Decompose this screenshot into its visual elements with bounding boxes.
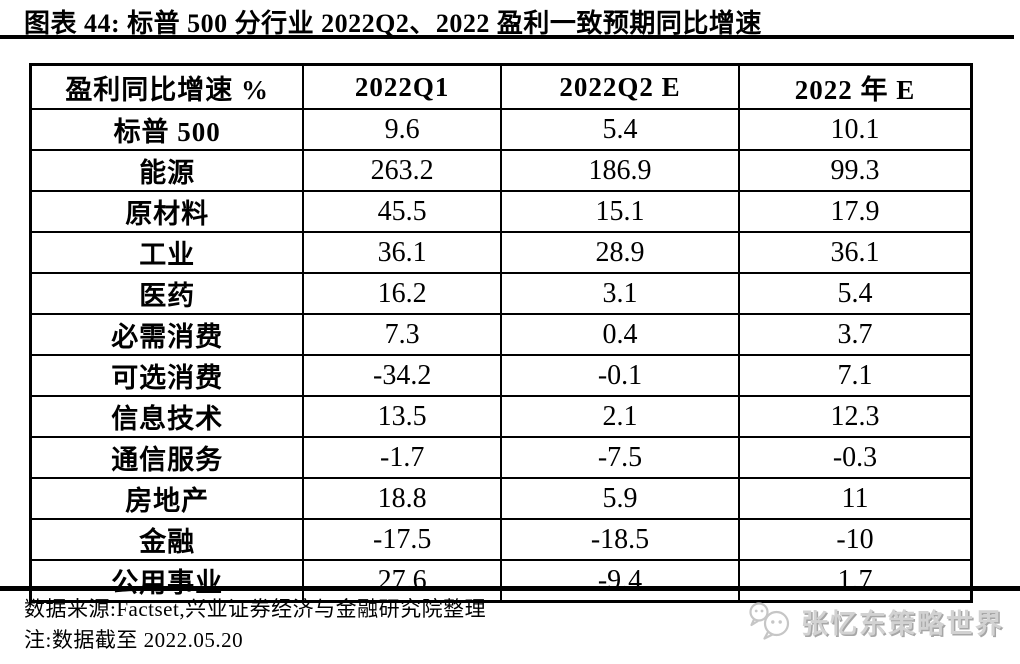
row-label: 公用事业 (29, 559, 305, 603)
data-source-note: 数据来源:Factset,兴业证券经济与金融研究院整理 (24, 597, 487, 621)
value-cell: 186.9 (499, 149, 741, 192)
table-row: 标普 500 9.6 5.4 10.1 (29, 108, 973, 151)
value-cell: 18.8 (302, 477, 502, 520)
value-cell: -0.1 (499, 354, 741, 397)
row-label: 标普 500 (29, 108, 305, 151)
data-cutoff-note: 注:数据截至 2022.05.20 (24, 628, 244, 652)
value-cell: 3.7 (738, 313, 973, 356)
value-cell: 13.5 (302, 395, 502, 438)
value-cell: -0.3 (738, 436, 973, 479)
value-cell: -10 (738, 518, 973, 561)
value-cell: 263.2 (302, 149, 502, 192)
value-cell: -1.7 (302, 436, 502, 479)
value-cell: 2.1 (499, 395, 741, 438)
value-cell: 7.1 (738, 354, 973, 397)
table-row: 房地产 18.8 5.9 11 (29, 477, 973, 520)
watermark: 张忆东策略世界 (748, 601, 1004, 641)
row-label: 通信服务 (29, 436, 305, 479)
value-cell: 9.6 (302, 108, 502, 151)
row-label: 原材料 (29, 190, 305, 233)
table-row: 工业 36.1 28.9 36.1 (29, 231, 973, 274)
value-cell: 12.3 (738, 395, 973, 438)
value-cell: 5.4 (499, 108, 741, 151)
table-row: 可选消费 -34.2 -0.1 7.1 (29, 354, 973, 397)
table-row: 通信服务 -1.7 -7.5 -0.3 (29, 436, 973, 479)
title-rule (0, 35, 1014, 39)
watermark-text: 张忆东策略世界 (801, 608, 1004, 639)
value-cell: 1.7 (738, 559, 973, 603)
value-cell: -18.5 (499, 518, 741, 561)
value-cell: -9.4 (499, 559, 741, 603)
value-cell: 36.1 (738, 231, 973, 274)
column-header-2022q1: 2022Q1 (302, 63, 502, 110)
value-cell: 7.3 (302, 313, 502, 356)
value-cell: 99.3 (738, 149, 973, 192)
row-label: 可选消费 (29, 354, 305, 397)
value-cell: 5.4 (738, 272, 973, 315)
table-row: 金融 -17.5 -18.5 -10 (29, 518, 973, 561)
chat-bubbles-icon (749, 602, 790, 640)
row-label: 能源 (29, 149, 305, 192)
value-cell: 0.4 (499, 313, 741, 356)
value-cell: 5.9 (499, 477, 741, 520)
value-cell: -17.5 (302, 518, 502, 561)
table-body: 标普 500 9.6 5.4 10.1 能源 263.2 186.9 99.3 原材料 45.5 1… (29, 108, 973, 603)
bottom-rule (0, 586, 1020, 591)
value-cell: 15.1 (499, 190, 741, 233)
row-label: 工业 (29, 231, 305, 274)
row-label: 金融 (29, 518, 305, 561)
column-header-metric: 盈利同比增速 % (29, 63, 305, 110)
row-label: 必需消费 (29, 313, 305, 356)
row-label: 信息技术 (29, 395, 305, 438)
column-header-2022q2e: 2022Q2 E (499, 63, 741, 110)
value-cell: 3.1 (499, 272, 741, 315)
earnings-growth-table: 盈利同比增速 % 2022Q1 2022Q2 E 2022 年 E 标普 500… (29, 63, 973, 603)
table-row: 原材料 45.5 15.1 17.9 (29, 190, 973, 233)
value-cell: 10.1 (738, 108, 973, 151)
table-header-row: 盈利同比增速 % 2022Q1 2022Q2 E 2022 年 E (29, 63, 973, 110)
value-cell: 11 (738, 477, 973, 520)
table-row: 信息技术 13.5 2.1 12.3 (29, 395, 973, 438)
table-row: 能源 263.2 186.9 99.3 (29, 149, 973, 192)
table-row: 必需消费 7.3 0.4 3.7 (29, 313, 973, 356)
footer-notes: 数据来源:Factset,兴业证券经济与金融研究院整理 注:数据截至 2022.… (24, 594, 486, 656)
value-cell: 36.1 (302, 231, 502, 274)
value-cell: 28.9 (499, 231, 741, 274)
value-cell: 17.9 (738, 190, 973, 233)
value-cell: 16.2 (302, 272, 502, 315)
value-cell: -7.5 (499, 436, 741, 479)
table-row: 医药 16.2 3.1 5.4 (29, 272, 973, 315)
row-label: 医药 (29, 272, 305, 315)
column-header-2022e: 2022 年 E (738, 63, 973, 110)
value-cell: 45.5 (302, 190, 502, 233)
row-label: 房地产 (29, 477, 305, 520)
value-cell: -34.2 (302, 354, 502, 397)
figure-title: 图表 44: 标普 500 分行业 2022Q2、2022 盈利一致预期同比增速 (24, 9, 762, 38)
